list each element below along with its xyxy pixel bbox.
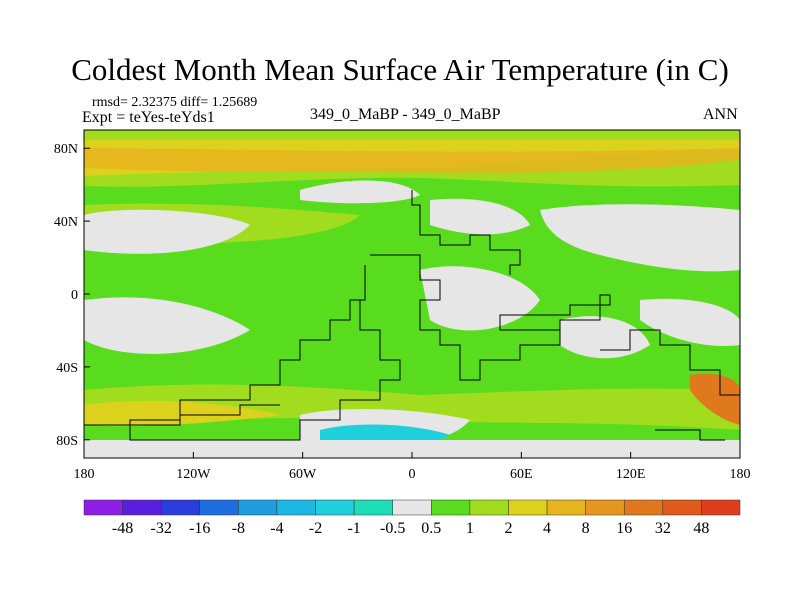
colorbar-label: 48 <box>693 520 709 537</box>
y-tick-label: 80N <box>54 142 78 157</box>
plot-title: Coldest Month Mean Surface Air Temperatu… <box>71 52 729 87</box>
colorbar-box <box>546 499 586 516</box>
coastline-central <box>370 254 611 381</box>
colorbar-label: -2 <box>309 520 322 537</box>
colorbar-box <box>469 499 509 516</box>
colorbar-box <box>122 499 162 516</box>
colorbar-box <box>199 499 239 516</box>
x-tick-label: 180 <box>74 467 95 482</box>
y-tick-label: 40S <box>56 361 78 376</box>
field-white-eurasia <box>430 198 530 235</box>
subtitle: 349_0_MaBP - 349_0_MaBP <box>310 106 501 123</box>
field-white-asia <box>540 204 740 272</box>
colorbar-box <box>508 499 548 516</box>
colorbar-label: 4 <box>543 520 551 537</box>
y-tick-label: 80S <box>56 434 78 449</box>
coastline-south <box>84 404 280 426</box>
colorbar-label: 16 <box>616 520 632 537</box>
axis-ticks: 180 120W 60W 0 60E 120E 180 80N 40N 0 40S 80S <box>54 142 751 482</box>
coastline-east <box>600 329 740 396</box>
field-white-west-pacific <box>640 298 740 346</box>
field-white-southpacific <box>84 297 250 354</box>
period-label: ANN <box>703 106 738 123</box>
colorbar-box <box>83 499 123 516</box>
field-white-pole <box>84 440 740 458</box>
y-tick-label: 0 <box>71 288 78 303</box>
colorbar-box <box>315 499 355 516</box>
colorbar-label: -8 <box>232 520 245 537</box>
colorbar-label: 2 <box>504 520 512 537</box>
colorbar-label: -32 <box>151 520 172 537</box>
field-north-orange <box>84 148 740 173</box>
coastlines <box>84 190 740 441</box>
stats-text: rmsd= 2.32375 diff= 1.25689 <box>92 95 258 110</box>
x-tick-label: 180 <box>730 467 751 482</box>
colorbar-box <box>276 499 316 516</box>
colorbar-box <box>238 499 278 516</box>
y-tick-label: 40N <box>54 215 78 230</box>
coastline-north <box>411 190 521 275</box>
colorbar-label: -16 <box>189 520 210 537</box>
x-tick-label: 60W <box>289 467 317 482</box>
field-white-indian <box>560 316 650 359</box>
colorbar-label: 0.5 <box>421 520 441 537</box>
coastline-west <box>129 265 401 441</box>
colorbar: -48 -32 -16 -8 -4 -2 -1 -0.5 0.5 1 2 4 8 16 32 48 <box>83 499 741 537</box>
colorbar-box <box>585 499 625 516</box>
colorbar-box <box>701 499 741 516</box>
map-field <box>84 130 740 458</box>
colorbar-label: -48 <box>112 520 133 537</box>
colorbar-label: 8 <box>582 520 590 537</box>
colorbar-box <box>160 499 201 516</box>
field-white-africa <box>420 266 540 331</box>
colorbar-label: 1 <box>466 520 474 537</box>
colorbar-box <box>431 499 471 516</box>
colorbar-label: -4 <box>270 520 283 537</box>
field-white-north <box>300 180 420 204</box>
colorbar-box <box>353 499 393 516</box>
x-tick-label: 0 <box>409 467 416 482</box>
coastline-southeast <box>655 429 725 441</box>
field-warm-anomaly <box>690 373 740 425</box>
colorbar-box <box>662 499 702 516</box>
x-tick-label: 120E <box>616 467 646 482</box>
colorbar-box <box>623 499 664 516</box>
x-tick-label: 60E <box>510 467 533 482</box>
colorbar-box <box>392 499 432 516</box>
colorbar-label: -1 <box>347 520 360 537</box>
x-tick-label: 120W <box>176 467 211 482</box>
colorbar-label: -0.5 <box>380 520 405 537</box>
field-white-pacific <box>84 209 250 254</box>
experiment-label: Expt = teYes-teYds1 <box>82 109 215 126</box>
colorbar-label: 32 <box>655 520 671 537</box>
